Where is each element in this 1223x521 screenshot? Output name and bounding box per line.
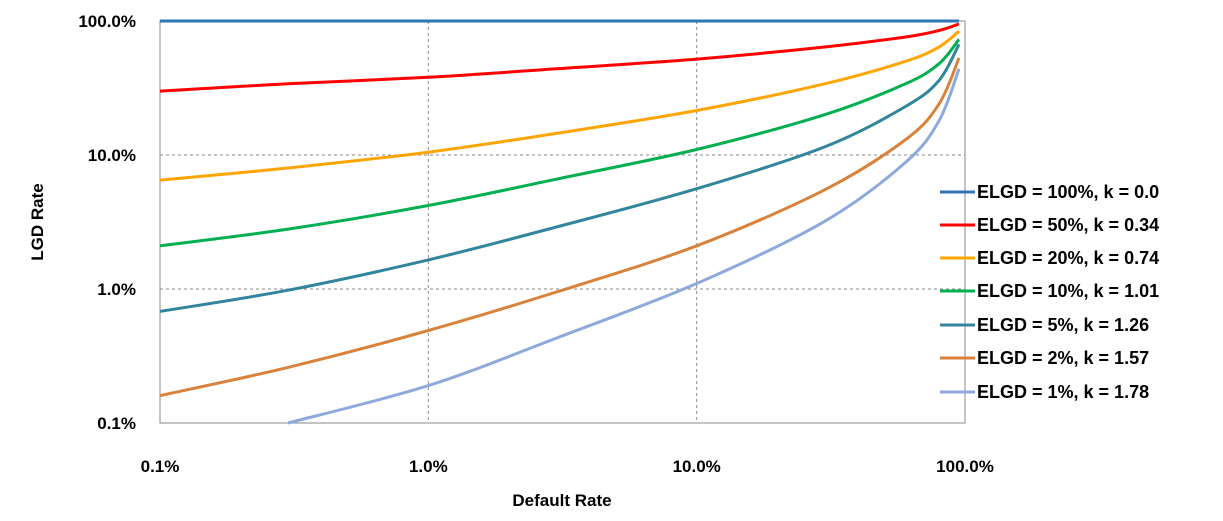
legend-label: ELGD = 5%, k = 1.26 xyxy=(977,315,1149,335)
legend-label: ELGD = 50%, k = 0.34 xyxy=(977,215,1159,235)
series-line-3 xyxy=(159,29,960,182)
legend-label: ELGD = 2%, k = 1.57 xyxy=(977,348,1149,368)
x-axis-ticks: 0.1% 1.0% 10.0% 100.0% xyxy=(141,457,994,476)
legend-label: ELGD = 100%, k = 0.0 xyxy=(977,182,1159,202)
series-lines xyxy=(159,19,961,425)
y-axis-ticks: 0.1% 1.0% 10.0% 100.0% xyxy=(78,12,136,433)
y-tick-label: 10.0% xyxy=(88,146,136,165)
series-line-5 xyxy=(159,43,961,313)
y-tick-label: 100.0% xyxy=(78,12,136,31)
series-line-7 xyxy=(287,68,961,425)
y-axis-title: LGD Rate xyxy=(28,183,47,260)
grid-lines xyxy=(160,21,965,423)
y-tick-label: 0.1% xyxy=(97,414,136,433)
y-tick-label: 1.0% xyxy=(97,280,136,299)
legend-label: ELGD = 10%, k = 1.01 xyxy=(977,281,1159,301)
x-tick-label: 1.0% xyxy=(409,457,448,476)
x-axis-title: Default Rate xyxy=(512,491,611,510)
series-line-2 xyxy=(159,22,960,93)
legend-label: ELGD = 1%, k = 1.78 xyxy=(977,382,1149,402)
legend: ELGD = 100%, k = 0.0 ELGD = 50%, k = 0.34… xyxy=(940,182,1159,402)
legend-label: ELGD = 20%, k = 0.74 xyxy=(977,248,1159,268)
series-line-6 xyxy=(159,57,961,398)
x-tick-label: 100.0% xyxy=(936,457,994,476)
x-tick-label: 0.1% xyxy=(141,457,180,476)
plot-area-border xyxy=(159,20,966,424)
series-line-4 xyxy=(159,38,961,248)
x-tick-label: 10.0% xyxy=(673,457,721,476)
